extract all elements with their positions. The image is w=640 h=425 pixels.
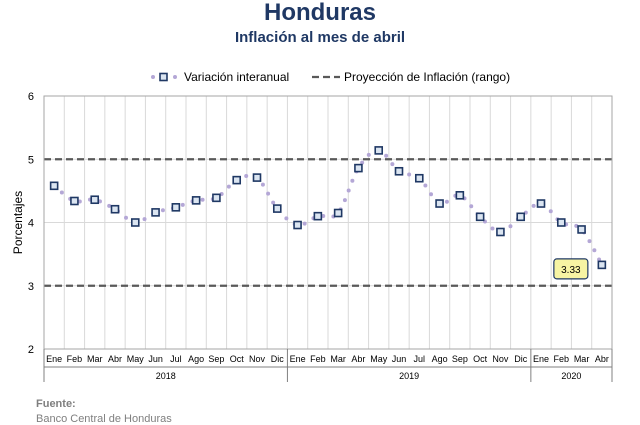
series-line: [52, 148, 604, 267]
y-axis-label: Porcentajes: [11, 191, 25, 254]
data-point: [252, 173, 262, 182]
y-tick-label: 4: [28, 218, 34, 230]
value-callout-label: 3.33: [561, 265, 581, 276]
x-tick-label: Feb: [554, 354, 570, 364]
x-tick-label: May: [370, 354, 388, 364]
data-point: [536, 199, 546, 208]
x-tick-label: Nov: [492, 354, 509, 364]
y-tick-label: 2: [28, 344, 34, 356]
data-point: [475, 212, 485, 222]
chart-title: Honduras: [263, 0, 376, 26]
x-tick-label: Oct: [473, 354, 488, 364]
year-label: 2019: [399, 371, 419, 381]
legend-label: Proyección de Inflación (rango): [344, 70, 510, 84]
data-point: [354, 163, 363, 173]
data-point: [516, 212, 526, 222]
projection-range-lines: [44, 158, 612, 287]
data-point: [171, 203, 181, 212]
data-point: [212, 193, 221, 203]
legend-label: Variación interanual: [184, 70, 289, 84]
x-tick-label: Ene: [533, 354, 549, 364]
x-tick-label: Nov: [249, 354, 266, 364]
year-label: 2018: [156, 371, 176, 381]
y-tick-label: 6: [28, 91, 34, 103]
y-tick-label: 5: [28, 154, 34, 166]
y-tick-label: 3: [28, 281, 34, 293]
data-point: [597, 260, 607, 270]
x-tick-label: Dic: [514, 354, 527, 364]
data-point: [130, 218, 140, 227]
data-point: [191, 196, 201, 205]
data-point: [49, 181, 59, 191]
data-point: [333, 208, 343, 218]
data-point: [455, 191, 465, 200]
year-label: 2020: [561, 371, 581, 381]
x-tick-label: May: [127, 354, 145, 364]
x-tick-label: Jun: [148, 354, 163, 364]
source-label: Fuente:: [36, 398, 76, 410]
x-tick-label: Feb: [310, 354, 326, 364]
chart-subtitle: Inflación al mes de abril: [234, 29, 406, 46]
data-point: [496, 227, 505, 237]
data-point: [394, 166, 404, 176]
x-tick-label: Feb: [67, 354, 83, 364]
x-tick-label: Mar: [330, 354, 346, 364]
x-tick-label: Sep: [452, 354, 468, 364]
data-point: [232, 175, 242, 185]
data-point: [414, 173, 424, 183]
x-tick-label: Ago: [432, 354, 448, 364]
data-point: [151, 208, 160, 217]
data-point: [435, 199, 444, 208]
data-point: [374, 146, 384, 155]
x-tick-label: Dic: [271, 354, 284, 364]
series-variacion-interanual: [49, 146, 607, 270]
data-point: [313, 211, 323, 221]
data-point: [556, 218, 566, 227]
value-callout: [553, 258, 589, 280]
data-point: [70, 196, 79, 206]
x-tick-label: Abr: [595, 354, 609, 364]
x-tick-label: Sep: [208, 354, 224, 364]
gridlines: [44, 96, 612, 349]
x-tick-label: Abr: [108, 354, 122, 364]
data-point: [272, 204, 282, 213]
data-point: [90, 195, 100, 205]
x-tick-label: Ene: [46, 354, 62, 364]
data-point: [293, 220, 302, 230]
legend: Variación interanual Proyección de Inflac…: [151, 70, 510, 84]
x-tick-label: Ago: [188, 354, 204, 364]
x-tick-label: Jul: [170, 354, 182, 364]
x-tick-label: Mar: [87, 354, 103, 364]
legend-dots: [173, 75, 177, 79]
x-tick-label: Mar: [574, 354, 590, 364]
data-point: [577, 225, 586, 234]
data-point: [110, 204, 120, 214]
source-text: Banco Central de Honduras: [36, 413, 172, 425]
legend-dots: [151, 75, 155, 79]
x-tick-label: Jul: [414, 354, 426, 364]
x-tick-label: Ene: [290, 354, 306, 364]
legend-marker: [159, 72, 168, 82]
x-tick-label: Abr: [351, 354, 365, 364]
x-tick-label: Jun: [392, 354, 407, 364]
plot-area: [43, 95, 613, 350]
annotations: 3.33: [553, 258, 589, 280]
x-tick-label: Oct: [230, 354, 245, 364]
